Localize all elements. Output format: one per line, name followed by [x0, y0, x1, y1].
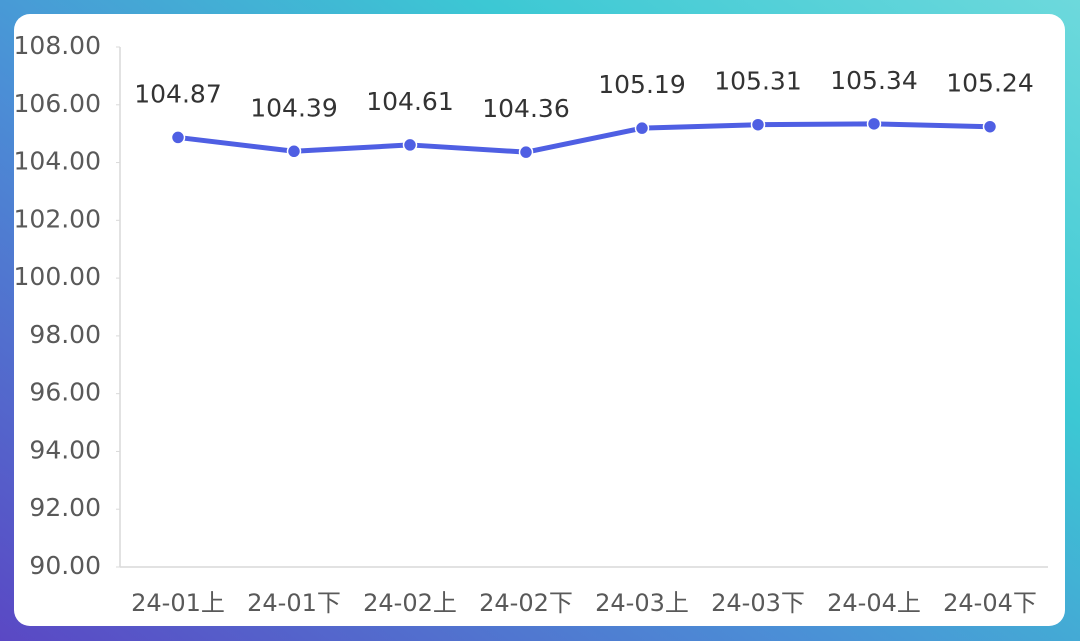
x-tick-label: 24-02下 — [479, 589, 573, 617]
x-tick-label: 24-01上 — [131, 589, 225, 617]
x-tick-label: 24-04上 — [827, 589, 921, 617]
data-label: 104.87 — [134, 79, 221, 108]
data-label: 105.34 — [830, 66, 917, 95]
data-label: 104.61 — [366, 87, 453, 116]
point — [634, 120, 650, 136]
y-tick-label: 92.00 — [29, 493, 101, 522]
data-label: 104.39 — [250, 93, 337, 122]
x-tick-label: 24-02上 — [363, 589, 457, 617]
point — [866, 116, 882, 132]
data-label: 105.24 — [946, 69, 1033, 98]
y-tick-label: 90.00 — [29, 551, 101, 580]
x-tick-label: 24-04下 — [943, 589, 1037, 617]
y-tick-label: 102.00 — [14, 204, 101, 233]
line — [175, 121, 993, 155]
x-tick-label: 24-03上 — [595, 589, 689, 617]
y-tick-label: 104.00 — [14, 147, 101, 176]
point — [518, 144, 534, 160]
y-tick-label: 108.00 — [14, 31, 101, 60]
x-tick-label: 24-01下 — [247, 589, 341, 617]
data-label: 105.31 — [714, 67, 801, 96]
point — [402, 137, 418, 153]
y-tick-label: 94.00 — [29, 435, 101, 464]
point — [170, 130, 186, 145]
x-tick-label: 24-03下 — [711, 589, 805, 617]
point — [286, 144, 302, 159]
y-tick-label: 98.00 — [29, 320, 101, 349]
point — [750, 117, 766, 132]
y-tick-label: 106.00 — [14, 89, 101, 118]
y-tick-label: 96.00 — [29, 378, 101, 407]
data-label: 105.19 — [598, 70, 685, 99]
data-label: 104.36 — [482, 94, 569, 123]
card — [14, 14, 1065, 626]
point — [982, 119, 998, 134]
y-tick-label: 100.00 — [14, 262, 101, 291]
